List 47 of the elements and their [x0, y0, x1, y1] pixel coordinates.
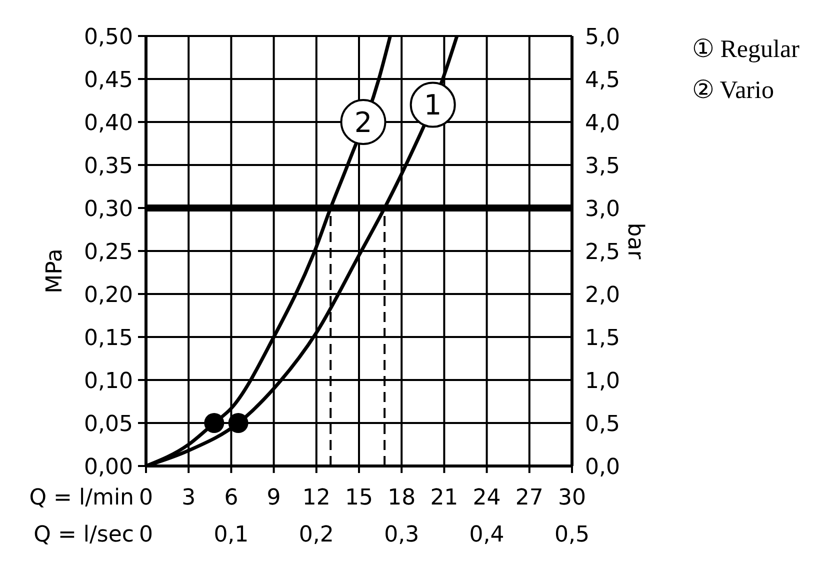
- x-tick-label: 21: [430, 486, 458, 511]
- y-tick-label: 0,05: [84, 412, 133, 437]
- y-tick-label: 0,20: [84, 282, 133, 308]
- y2-tick-label: 3,0: [585, 196, 620, 222]
- x2-tick-label: 0,2: [298, 522, 334, 548]
- y2-tick-label: 1,5: [585, 326, 620, 351]
- y-tick-label: 0,10: [84, 368, 133, 394]
- y-tick-label: 0,15: [84, 326, 133, 351]
- y2-axis-title: bar: [622, 222, 648, 260]
- y2-tick-label: 3,5: [585, 154, 620, 179]
- y-tick-label: 0,35: [84, 154, 133, 179]
- annotation: 2: [354, 106, 372, 139]
- y-tick-label: 0,45: [84, 68, 133, 93]
- x-tick-label: 12: [302, 486, 330, 511]
- annotation: 1: [424, 88, 442, 122]
- x2-tick-label: 0,5: [554, 522, 590, 548]
- x2-tick-label: 0,4: [469, 522, 504, 548]
- y2-tick-label: 2,0: [585, 282, 620, 308]
- x-axis-title: Q = l/min: [29, 486, 134, 511]
- text: ① Regular: [692, 36, 800, 63]
- x-tick-label: 18: [388, 486, 416, 511]
- text: ② Vario: [692, 77, 774, 104]
- x2-tick-label: 0,3: [384, 522, 420, 548]
- y2-tick-label: 5,0: [585, 24, 620, 50]
- x-tick-label: 3: [182, 486, 196, 511]
- x2-axis-title: Q = l/sec: [34, 522, 134, 548]
- y-tick-label: 0,00: [84, 454, 133, 480]
- y2-tick-label: 0,5: [585, 412, 620, 437]
- y-axis-title: MPa: [42, 248, 68, 294]
- x2-tick-label: 0,1: [214, 522, 249, 548]
- y-tick-label: 0,40: [84, 110, 133, 136]
- x-tick-label: 27: [515, 486, 544, 511]
- y2-tick-label: 2,5: [585, 240, 620, 265]
- y-tick-label: 0,50: [84, 24, 133, 50]
- y-tick-label: 0,30: [84, 196, 133, 222]
- x-tick-label: 9: [266, 486, 281, 511]
- y2-tick-label: 4,0: [585, 110, 620, 136]
- y2-tick-label: 4,5: [585, 68, 620, 93]
- x-tick-label: 0: [139, 486, 153, 511]
- x-tick-label: 30: [558, 486, 586, 511]
- x2-tick-label: 0: [139, 522, 153, 548]
- y-tick-label: 0,25: [84, 240, 133, 265]
- y2-tick-label: 0,0: [585, 454, 620, 480]
- y2-tick-label: 1,0: [585, 368, 620, 394]
- x-tick-label: 15: [345, 486, 373, 511]
- x-tick-label: 24: [472, 486, 501, 511]
- x-tick-label: 6: [224, 486, 238, 511]
